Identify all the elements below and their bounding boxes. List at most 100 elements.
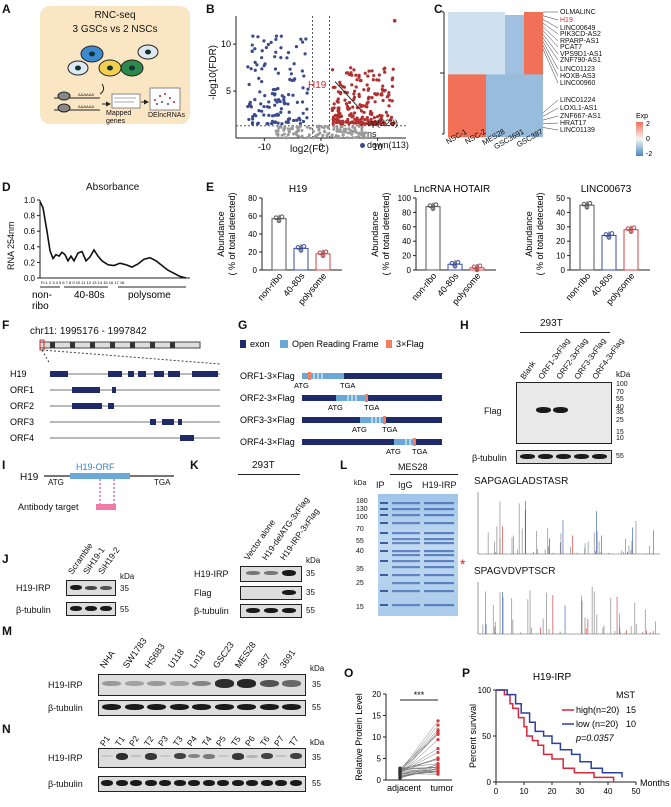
- ebar-ytick: 60: [248, 212, 257, 221]
- k-flag-3: [282, 590, 296, 595]
- heatmap-legend-tick: 0: [646, 136, 650, 143]
- p-legend-low: low (n=20): [576, 719, 618, 729]
- heatmap-cell: [448, 58, 467, 64]
- volcano-point-ns: [289, 127, 293, 131]
- volcano-point-up: [353, 89, 357, 93]
- n-tub-band: [202, 780, 215, 786]
- paired-dot-plot: 0 5 10 15 20 Relative Protein Level *** adjacen…: [354, 690, 454, 793]
- p-xtick: 10: [520, 787, 529, 796]
- heatmap-cell: [505, 129, 524, 134]
- volcano-point-up: [349, 112, 353, 116]
- f-row-label: H19: [10, 369, 27, 379]
- heatmap: NSC-1NSC-2MES28GSC3691GSC387OLMALINCH19L…: [440, 9, 652, 158]
- volcano-point-ns: [351, 130, 355, 134]
- h-cell-line-bar: [520, 332, 610, 333]
- volcano-point-up: [370, 111, 374, 115]
- n-lane-label: T1: [112, 734, 127, 748]
- heatmap-cell: [448, 117, 467, 122]
- ebar-title: LINC00673: [581, 184, 632, 195]
- volcano-point-down: [276, 71, 280, 75]
- volcano-point-up: [382, 121, 386, 126]
- ebar-ylabel-2: ( % of total detected): [535, 192, 545, 275]
- heatmap-cell: [486, 78, 505, 83]
- g-atg: ATG: [352, 425, 367, 434]
- n-row-tubulin: β-tubulin: [48, 779, 83, 789]
- volcano-point-down: [301, 111, 305, 115]
- p-low-mst: 10: [626, 719, 636, 729]
- o-point-adjacent: [398, 769, 402, 773]
- f-exon: [162, 419, 174, 425]
- volcano-point-up: [380, 87, 384, 91]
- o-point-tumor: [436, 771, 440, 775]
- volcano-ylabel: -log10(FDR): [208, 44, 219, 100]
- p-xtick: 50: [632, 787, 641, 796]
- heatmap-cell: [486, 74, 505, 79]
- l-gel-band: [424, 542, 454, 545]
- volcano-point-up: [346, 107, 350, 111]
- f-exon: [192, 371, 218, 377]
- volcano-point-ns: [335, 125, 339, 129]
- volcano-point-up: [365, 116, 369, 120]
- heatmap-cell: [486, 54, 505, 60]
- volcano-point-ns: [286, 133, 290, 137]
- m-irp-band: [192, 680, 211, 687]
- heatmap-cell: [486, 31, 505, 36]
- volcano-point-up: [332, 106, 336, 110]
- l-gel-band: [392, 590, 420, 593]
- volcano-point-ns: [330, 134, 334, 138]
- l-marker: 40: [356, 548, 364, 555]
- n-irp-band: [246, 754, 258, 758]
- g-orf: [360, 417, 386, 423]
- g-atg: ATG: [328, 403, 343, 412]
- heatmap-cell: [524, 113, 543, 118]
- o-point-adjacent: [398, 773, 402, 777]
- heatmap-cell: [467, 90, 486, 95]
- h-lane-label: Blank: [518, 359, 538, 381]
- volcano-point-up: [344, 71, 349, 75]
- heatmap-cell: [524, 93, 543, 99]
- m-m1: 35: [312, 680, 321, 689]
- volcano-point-up: [391, 67, 395, 71]
- volcano-point-up: [375, 92, 380, 96]
- absorb-ytick: 0.6: [24, 227, 36, 236]
- ebar-ytick: 60: [402, 223, 411, 232]
- n-irp-band: [130, 754, 142, 758]
- volcano-point-up: [372, 116, 376, 120]
- volcano-point-down: [288, 67, 292, 71]
- volcano-point-down: [260, 79, 264, 84]
- heatmap-cell: [524, 78, 543, 83]
- g-legend-flag: 3×Flag: [396, 339, 424, 349]
- heatmap-cell: [505, 78, 524, 83]
- volcano-point-up: [387, 104, 391, 108]
- volcano-point-up: [391, 76, 395, 80]
- volcano-point-down: [286, 51, 291, 55]
- n-tub-band: [101, 780, 113, 786]
- volcano-point-up: [365, 83, 369, 87]
- volcano-point-ns: [325, 134, 329, 138]
- volcano-point-up: [344, 120, 348, 124]
- heatmap-cell: [486, 70, 505, 75]
- volcano-point-up: [336, 97, 340, 101]
- panel-a-title: RNC-seq: [94, 10, 136, 21]
- h-tub-band: [520, 454, 535, 459]
- o-point-tumor: [436, 732, 440, 736]
- heatmap-cell: [448, 51, 467, 56]
- volcano-point-ns: [335, 127, 339, 131]
- heatmap-cell: [486, 51, 505, 56]
- volcano-point-up: [357, 73, 361, 78]
- m-kda: kDa: [310, 664, 325, 673]
- heatmap-cell: [467, 74, 486, 79]
- volcano-xtick: -10: [258, 142, 271, 152]
- m-irp-band: [237, 679, 256, 688]
- volcano-point-up: [351, 121, 356, 125]
- volcano-point-down: [247, 117, 251, 122]
- ebar-ytick: 10: [556, 252, 565, 261]
- volcano-point-up: [333, 85, 337, 89]
- absorb-ytick: 0.0: [24, 274, 36, 283]
- volcano-point-down: [273, 55, 277, 59]
- heatmap-cell: [524, 47, 543, 52]
- panel-c-label: C: [434, 2, 443, 16]
- volcano-point-ns: [291, 124, 295, 128]
- n-tub-band: [144, 780, 157, 786]
- heatmap-cell: [505, 93, 524, 99]
